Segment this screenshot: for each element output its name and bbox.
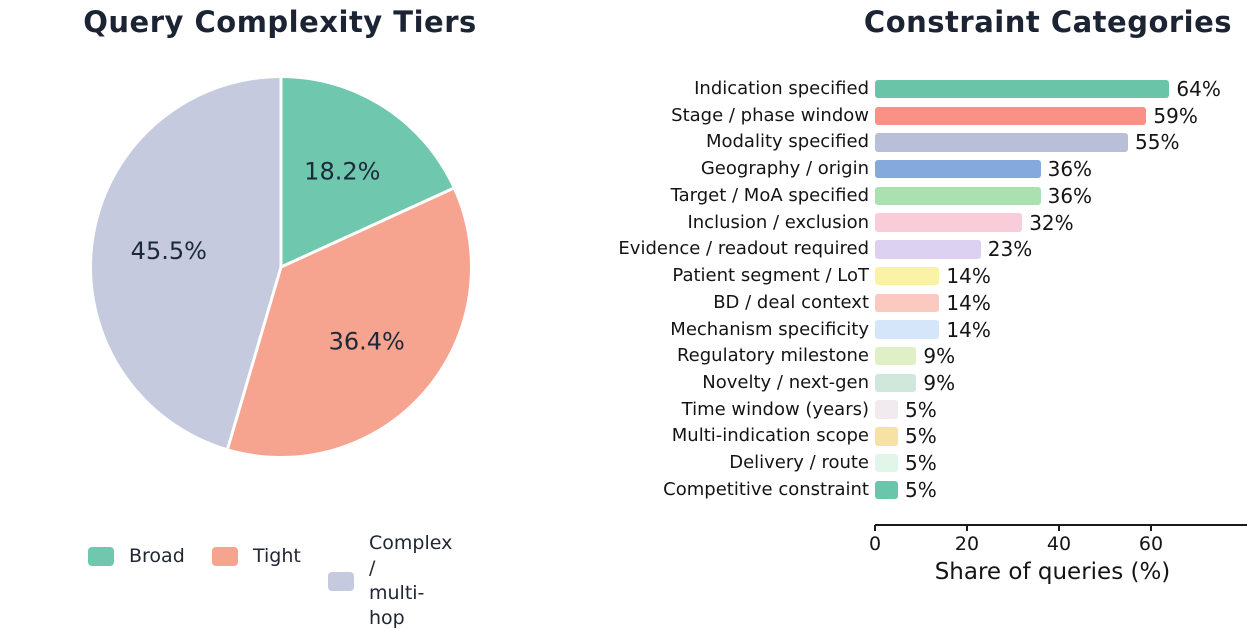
bar-5 [875, 213, 1023, 232]
bar-value-label-15: 5% [905, 477, 937, 502]
bar-category-label-6: Evidence / readout required [618, 238, 869, 260]
legend-label-0: Broad [129, 545, 185, 567]
bar-value-label-11: 9% [923, 370, 956, 395]
bar-category-label-1: Stage / phase window [671, 104, 869, 126]
x-tick-label-0: 0 [868, 533, 882, 555]
legend-item-1: Tight [212, 544, 301, 569]
bar-category-label-0: Indication specified [694, 78, 869, 99]
pie-slice-separator-1 [280, 187, 454, 269]
x-axis-line [875, 524, 1247, 526]
legend-swatch-2 [328, 571, 354, 591]
pie-chart: 18.2% 36.4% 45.5% [92, 78, 470, 456]
bar-category-label-11: Novelty / next-gen [702, 371, 869, 393]
x-tick-2 [1058, 525, 1060, 531]
x-tick-label-1: 20 [954, 533, 980, 555]
pie-slice-label-2: 45.5% [131, 237, 207, 265]
legend-label-2: Complex / multi-hop [369, 532, 453, 629]
bar-8 [875, 293, 940, 312]
bar-6 [875, 240, 981, 259]
bar-11 [875, 373, 917, 393]
bar-14 [875, 453, 898, 473]
bar-category-label-2: Modality specified [705, 131, 869, 153]
bar-category-label-10: Regulatory milestone [676, 345, 869, 367]
bar-9 [875, 320, 940, 339]
bar-1 [875, 106, 1147, 125]
bar-7 [875, 266, 940, 286]
bar-value-label-8: 14% [946, 290, 991, 315]
pie-slice-0 [281, 78, 453, 267]
bar-0 [875, 79, 1170, 99]
bar-15 [875, 480, 898, 499]
pie-slice-2 [92, 78, 281, 449]
x-tick-1 [966, 525, 968, 531]
bar-10 [875, 346, 917, 366]
bar-value-label-14: 5% [905, 451, 937, 476]
bar-value-label-5: 32% [1029, 210, 1074, 235]
bar-category-label-3: Geography / origin [700, 158, 869, 180]
bar-value-label-4: 36% [1047, 183, 1093, 208]
x-tick-3 [1150, 525, 1152, 531]
legend-label-1: Tight [253, 545, 301, 567]
pie-slice-label-0: 18.2% [304, 158, 380, 186]
bar-category-label-12: Time window (years) [681, 398, 869, 420]
bar-category-label-14: Delivery / route [729, 452, 869, 474]
bar-category-label-15: Competitive constraint [663, 478, 869, 500]
bar-value-label-10: 9% [923, 344, 956, 369]
bar-4 [875, 186, 1041, 206]
bar-13 [875, 427, 898, 446]
bar-value-label-0: 64% [1176, 77, 1221, 101]
x-tick-label-2: 40 [1046, 533, 1072, 555]
bar-category-label-9: Mechanism specificity [670, 318, 869, 340]
x-axis-title: Share of queries (%) [934, 559, 1171, 585]
bar-value-label-6: 23% [987, 237, 1033, 262]
bar-value-label-2: 55% [1135, 130, 1180, 155]
bar-category-label-8: BD / deal context [713, 291, 869, 313]
bar-category-label-7: Patient segment / LoT [672, 265, 869, 286]
legend-swatch-1 [212, 547, 238, 566]
bar-value-label-13: 5% [905, 424, 937, 449]
bar-category-label-13: Multi-indication scope [671, 425, 869, 447]
bar-value-label-7: 14% [946, 264, 991, 288]
legend-item-0: Broad [88, 544, 185, 569]
bar-value-label-3: 36% [1047, 157, 1093, 182]
pie-slice-1 [227, 188, 470, 456]
bar-category-label-5: Inclusion / exclusion [687, 211, 869, 233]
bar-value-label-12: 5% [905, 397, 937, 422]
bar-chart-title: Constraint Categories [863, 5, 1233, 39]
x-tick-label-3: 60 [1138, 533, 1164, 555]
bar-2 [875, 133, 1128, 152]
x-tick-0 [874, 525, 876, 531]
pie-slice-label-1: 36.4% [329, 327, 405, 355]
pie-slice-separator-2 [226, 266, 283, 449]
bar-3 [875, 159, 1041, 179]
legend-swatch-0 [88, 547, 114, 566]
legend-item-2: Complex / multi-hop [328, 531, 452, 631]
bar-12 [875, 400, 898, 419]
pie-chart-title: Query Complexity Tiers [83, 5, 477, 39]
bar-value-label-1: 59% [1153, 103, 1198, 128]
bar-value-label-9: 14% [946, 317, 991, 342]
bar-category-label-4: Target / MoA specified [670, 184, 869, 206]
